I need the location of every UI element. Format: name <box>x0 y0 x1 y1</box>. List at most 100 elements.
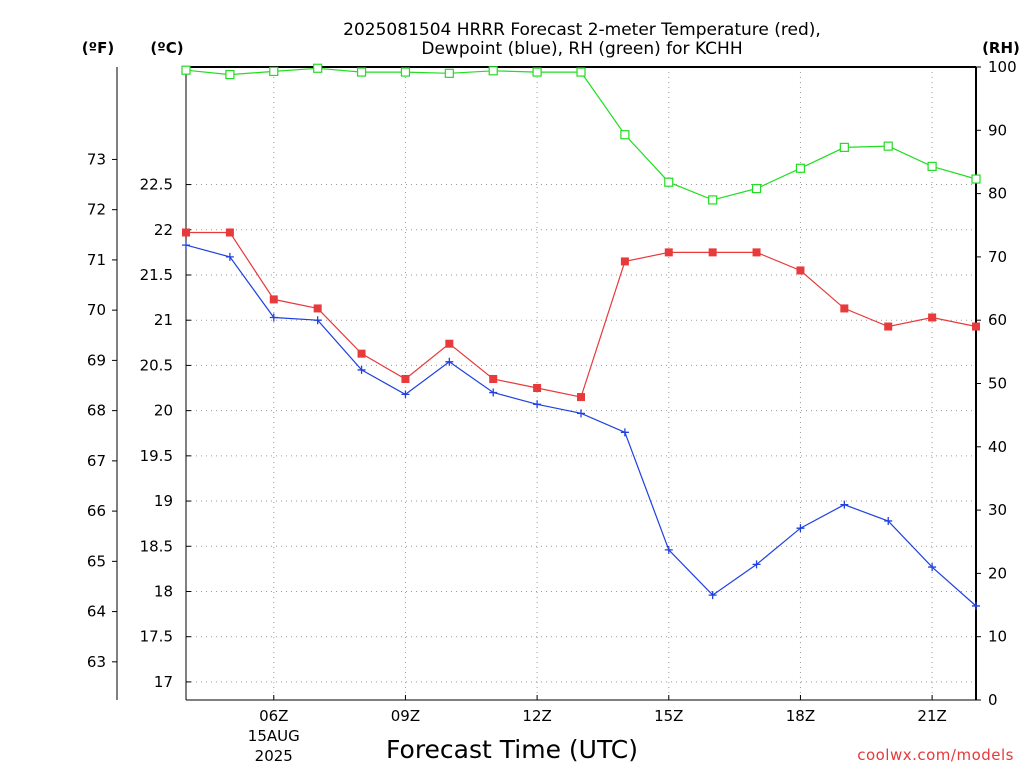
rh-point <box>927 161 937 171</box>
fahrenheit-unit-label: (ºF) <box>82 39 114 57</box>
rh-point <box>532 67 542 77</box>
celsius-tick-label: 17.5 <box>140 628 173 646</box>
dewpoint-point <box>664 545 673 554</box>
dewpoint-point <box>840 500 849 509</box>
credit-text: coolwx.com/models <box>857 746 1014 764</box>
rh-point <box>488 66 498 76</box>
rh-unit-label: (RH) <box>982 39 1020 57</box>
dewpoint-point <box>225 252 234 261</box>
temperature-point <box>313 304 322 313</box>
temperature-point <box>928 313 937 322</box>
fahrenheit-tick-label: 69 <box>87 351 106 369</box>
fahrenheit-tick-label: 64 <box>87 603 106 621</box>
dewpoint-point <box>313 316 322 325</box>
rh-tick-label: 50 <box>988 375 1007 393</box>
rh-tick-label: 20 <box>988 564 1007 582</box>
x-tick-label: 09Z <box>391 707 420 725</box>
temperature-point <box>796 266 805 275</box>
rh-tick-label: 10 <box>988 628 1007 646</box>
temperature-point <box>884 322 893 331</box>
dewpoint-point <box>796 524 805 533</box>
dewpoint-point <box>708 591 717 600</box>
rh-point <box>444 68 454 78</box>
x-axis-label: Forecast Time (UTC) <box>386 735 638 764</box>
celsius-tick-label: 17 <box>154 673 173 691</box>
temperature-line <box>186 231 977 398</box>
rh-tick-label: 60 <box>988 311 1007 329</box>
rh-line <box>185 67 977 201</box>
temperature-point <box>357 349 366 358</box>
dewpoint-point <box>577 409 585 418</box>
x-tick-label: 06Z <box>259 707 288 725</box>
rh-tick-label: 30 <box>988 501 1007 519</box>
rh-point <box>664 177 674 187</box>
rh-point <box>269 66 279 77</box>
dewpoint-point <box>357 365 366 374</box>
rh-point <box>181 65 191 75</box>
temperature-point <box>445 339 454 348</box>
fahrenheit-tick-label: 67 <box>87 452 106 470</box>
celsius-tick-label: 18 <box>154 582 173 600</box>
temperature-point <box>533 384 542 393</box>
x-tick-date-label: 15AUG <box>248 727 300 745</box>
fahrenheit-tick-label: 66 <box>87 502 106 520</box>
dewpoint-point <box>445 357 454 366</box>
temperature-point <box>577 393 585 402</box>
rh-tick-label: 70 <box>988 248 1007 266</box>
temperature-point <box>182 228 190 237</box>
chart-subtitle: Dewpoint (blue), RH (green) for KCHH <box>421 39 742 59</box>
celsius-tick-label: 21 <box>154 311 173 329</box>
x-tick-label: 21Z <box>917 707 946 725</box>
dewpoint-point <box>401 390 410 399</box>
temperature-point <box>664 248 673 257</box>
celsius-tick-label: 20.5 <box>140 356 173 374</box>
dewpoint-point <box>928 563 937 572</box>
dewpoint-point <box>269 313 278 322</box>
fahrenheit-tick-label: 63 <box>87 653 106 671</box>
celsius-tick-label: 21.5 <box>140 266 173 284</box>
x-tick-label: 12Z <box>522 707 551 725</box>
rh-point <box>971 174 981 184</box>
temperature-point <box>840 304 849 313</box>
dewpoint-point <box>752 560 761 569</box>
grid-lines <box>186 67 976 700</box>
chart-axes <box>112 66 981 701</box>
temperature-point <box>708 248 717 257</box>
fahrenheit-tick-label: 71 <box>87 251 106 269</box>
celsius-tick-label: 19.5 <box>140 447 173 465</box>
rh-point <box>576 67 586 77</box>
celsius-tick-label: 19 <box>154 492 173 510</box>
celsius-tick-label: 22.5 <box>140 176 173 194</box>
dewpoint-line <box>185 244 977 607</box>
dewpoint-point <box>533 400 542 409</box>
data-series <box>181 63 981 610</box>
dewpoint-point <box>884 516 893 525</box>
rh-tick-label: 100 <box>988 58 1017 76</box>
rh-tick-label: 40 <box>988 438 1007 456</box>
rh-point <box>225 69 235 80</box>
tick-labels: 17 17.5 18 18.5 19 19.5 20 20.5 21 21.5 22 22.5 63 64… <box>87 58 1017 765</box>
temperature-point <box>752 248 761 257</box>
rh-point <box>708 195 718 205</box>
rh-point <box>313 63 323 73</box>
rh-tick-label: 0 <box>988 691 998 709</box>
fahrenheit-tick-label: 68 <box>87 402 106 420</box>
fahrenheit-tick-label: 65 <box>87 552 106 570</box>
fahrenheit-tick-label: 72 <box>87 201 106 219</box>
fahrenheit-tick-label: 70 <box>87 301 106 319</box>
celsius-tick-label: 18.5 <box>140 537 173 555</box>
celsius-tick-label: 20 <box>154 402 173 420</box>
rh-tick-label: 90 <box>988 121 1007 139</box>
celsius-tick-label: 22 <box>154 221 173 239</box>
x-tick-label: 18Z <box>786 707 815 725</box>
x-tick-label: 15Z <box>654 707 683 725</box>
rh-point <box>839 142 849 152</box>
fahrenheit-tick-label: 73 <box>87 150 106 168</box>
rh-point <box>400 67 411 77</box>
rh-point <box>620 130 630 140</box>
dewpoint-point <box>620 428 629 437</box>
x-tick-year-label: 2025 <box>255 747 293 765</box>
temperature-point <box>489 374 498 383</box>
dewpoint-point <box>489 388 498 397</box>
